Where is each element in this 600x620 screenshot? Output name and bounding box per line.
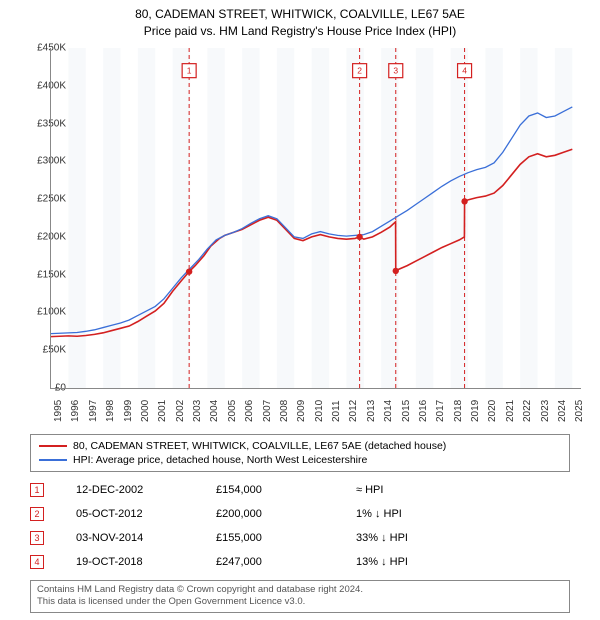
plot-area: 1 2 3 4 bbox=[50, 48, 581, 389]
transaction-table: 1 12-DEC-2002£154,000≈ HPI 2 05-OCT-2012£20… bbox=[30, 478, 570, 574]
xtick-label: 2015 bbox=[401, 400, 412, 422]
event-label-text: 3 bbox=[393, 66, 398, 76]
event-label-text: 4 bbox=[462, 66, 467, 76]
xtick-label: 2014 bbox=[383, 400, 394, 422]
xtick-label: 2011 bbox=[331, 400, 342, 422]
transaction-price: £155,000 bbox=[216, 532, 356, 544]
transaction-date: 05-OCT-2012 bbox=[76, 508, 216, 520]
bg-band bbox=[485, 48, 502, 388]
xtick-label: 1998 bbox=[105, 400, 116, 422]
transaction-price: £154,000 bbox=[216, 484, 356, 496]
xtick-label: 2000 bbox=[140, 400, 151, 422]
xtick-label: 2003 bbox=[192, 400, 203, 422]
bg-band bbox=[277, 48, 294, 388]
event-point bbox=[393, 268, 399, 274]
xtick-label: 1995 bbox=[53, 400, 64, 422]
xtick-label: 2023 bbox=[540, 400, 551, 422]
xtick-label: 2007 bbox=[262, 400, 273, 422]
legend-swatch bbox=[39, 459, 67, 461]
transaction-price: £247,000 bbox=[216, 556, 356, 568]
bg-band bbox=[103, 48, 120, 388]
legend-box: 80, CADEMAN STREET, WHITWICK, COALVILLE,… bbox=[30, 434, 570, 472]
legend-row: 80, CADEMAN STREET, WHITWICK, COALVILLE,… bbox=[39, 439, 561, 453]
xtick-label: 2017 bbox=[435, 400, 446, 422]
transaction-row: 4 19-OCT-2018£247,00013% ↓ HPI bbox=[30, 550, 570, 574]
chart-svg: 1 2 3 4 bbox=[51, 48, 581, 388]
xtick-label: 2018 bbox=[453, 400, 464, 422]
chart-container: 80, CADEMAN STREET, WHITWICK, COALVILLE,… bbox=[0, 0, 600, 620]
xtick-label: 2025 bbox=[574, 400, 585, 422]
bg-band bbox=[312, 48, 329, 388]
xtick-label: 2016 bbox=[418, 400, 429, 422]
xtick-label: 2008 bbox=[279, 400, 290, 422]
xtick-label: 2001 bbox=[157, 400, 168, 422]
event-label-text: 1 bbox=[187, 66, 192, 76]
bg-band bbox=[242, 48, 259, 388]
footer-line-2: This data is licensed under the Open Gov… bbox=[37, 596, 563, 608]
transaction-row: 2 05-OCT-2012£200,0001% ↓ HPI bbox=[30, 502, 570, 526]
transaction-compare: 1% ↓ HPI bbox=[356, 508, 402, 520]
xtick-label: 2004 bbox=[209, 400, 220, 422]
title-line-2: Price paid vs. HM Land Registry's House … bbox=[0, 23, 600, 40]
xtick-label: 2010 bbox=[314, 400, 325, 422]
transaction-compare: ≈ HPI bbox=[356, 484, 383, 496]
footer-line-1: Contains HM Land Registry data © Crown c… bbox=[37, 584, 563, 596]
transaction-price: £200,000 bbox=[216, 508, 356, 520]
chart-title: 80, CADEMAN STREET, WHITWICK, COALVILLE,… bbox=[0, 0, 600, 40]
event-point bbox=[356, 234, 362, 240]
event-label-text: 2 bbox=[357, 66, 362, 76]
transaction-marker: 2 bbox=[30, 507, 44, 521]
bg-band bbox=[416, 48, 433, 388]
xtick-label: 2012 bbox=[348, 400, 359, 422]
xtick-label: 2009 bbox=[296, 400, 307, 422]
xtick-label: 1997 bbox=[88, 400, 99, 422]
bg-band bbox=[207, 48, 224, 388]
transaction-date: 19-OCT-2018 bbox=[76, 556, 216, 568]
xtick-label: 2020 bbox=[487, 400, 498, 422]
transaction-compare: 13% ↓ HPI bbox=[356, 556, 408, 568]
bg-band bbox=[138, 48, 155, 388]
bg-band bbox=[346, 48, 363, 388]
xtick-label: 2013 bbox=[366, 400, 377, 422]
bg-band bbox=[451, 48, 468, 388]
xtick-label: 2002 bbox=[175, 400, 186, 422]
xtick-label: 2006 bbox=[244, 400, 255, 422]
xtick-label: 2021 bbox=[505, 400, 516, 422]
footer-box: Contains HM Land Registry data © Crown c… bbox=[30, 580, 570, 613]
bg-band bbox=[173, 48, 190, 388]
xtick-label: 2019 bbox=[470, 400, 481, 422]
transaction-marker: 3 bbox=[30, 531, 44, 545]
event-point bbox=[461, 198, 467, 204]
title-line-1: 80, CADEMAN STREET, WHITWICK, COALVILLE,… bbox=[0, 6, 600, 23]
legend-label: HPI: Average price, detached house, Nort… bbox=[73, 454, 367, 466]
transaction-date: 12-DEC-2002 bbox=[76, 484, 216, 496]
bg-band bbox=[520, 48, 537, 388]
legend-row: HPI: Average price, detached house, Nort… bbox=[39, 453, 561, 467]
legend-label: 80, CADEMAN STREET, WHITWICK, COALVILLE,… bbox=[73, 440, 446, 452]
xtick-label: 1999 bbox=[123, 400, 134, 422]
xtick-label: 2024 bbox=[557, 400, 568, 422]
transaction-marker: 1 bbox=[30, 483, 44, 497]
legend-swatch bbox=[39, 445, 67, 447]
event-point bbox=[186, 268, 192, 274]
transaction-row: 1 12-DEC-2002£154,000≈ HPI bbox=[30, 478, 570, 502]
xtick-label: 2005 bbox=[227, 400, 238, 422]
xtick-label: 2022 bbox=[522, 400, 533, 422]
transaction-compare: 33% ↓ HPI bbox=[356, 532, 408, 544]
transaction-row: 3 03-NOV-2014£155,00033% ↓ HPI bbox=[30, 526, 570, 550]
transaction-date: 03-NOV-2014 bbox=[76, 532, 216, 544]
transaction-marker: 4 bbox=[30, 555, 44, 569]
xtick-label: 1996 bbox=[70, 400, 81, 422]
bg-band bbox=[555, 48, 572, 388]
